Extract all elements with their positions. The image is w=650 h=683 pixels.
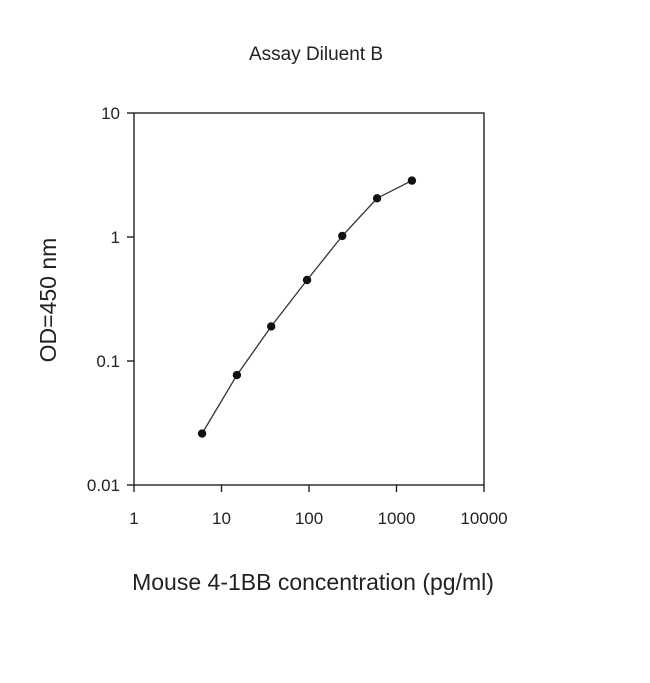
y-axis-title: OD=450 nm	[35, 238, 61, 363]
data-point	[302, 275, 312, 285]
plot-frame	[133, 112, 485, 486]
x-tick-label: 100	[295, 509, 323, 528]
data-point	[372, 194, 382, 203]
plot-area-border	[133, 112, 485, 486]
y-tick-label: 10	[101, 104, 120, 123]
data-point	[197, 429, 207, 438]
x-tick-label: 1000	[378, 509, 416, 528]
x-axis-title: Mouse 4-1BB concentration (pg/ml)	[132, 569, 494, 595]
x-axis-ticks: 1 10 100 1000 10000	[129, 485, 508, 528]
y-axis-ticks: 0.01 0.1 1 10	[87, 104, 134, 495]
y-tick-label: 0.1	[96, 352, 120, 371]
x-tick-label: 10	[212, 509, 231, 528]
series-line	[201, 180, 413, 434]
data-point	[407, 176, 417, 185]
y-tick-label: 0.01	[87, 476, 120, 495]
x-tick-label: 1	[129, 509, 138, 528]
data-point	[232, 370, 242, 380]
series-line-group	[201, 180, 413, 434]
data-point	[338, 231, 347, 241]
x-tick-label: 10000	[460, 509, 507, 528]
y-tick-label: 1	[111, 228, 120, 247]
data-point	[267, 322, 276, 331]
series-points-group	[197, 176, 417, 438]
chart-title: Assay Diluent B	[249, 44, 383, 65]
